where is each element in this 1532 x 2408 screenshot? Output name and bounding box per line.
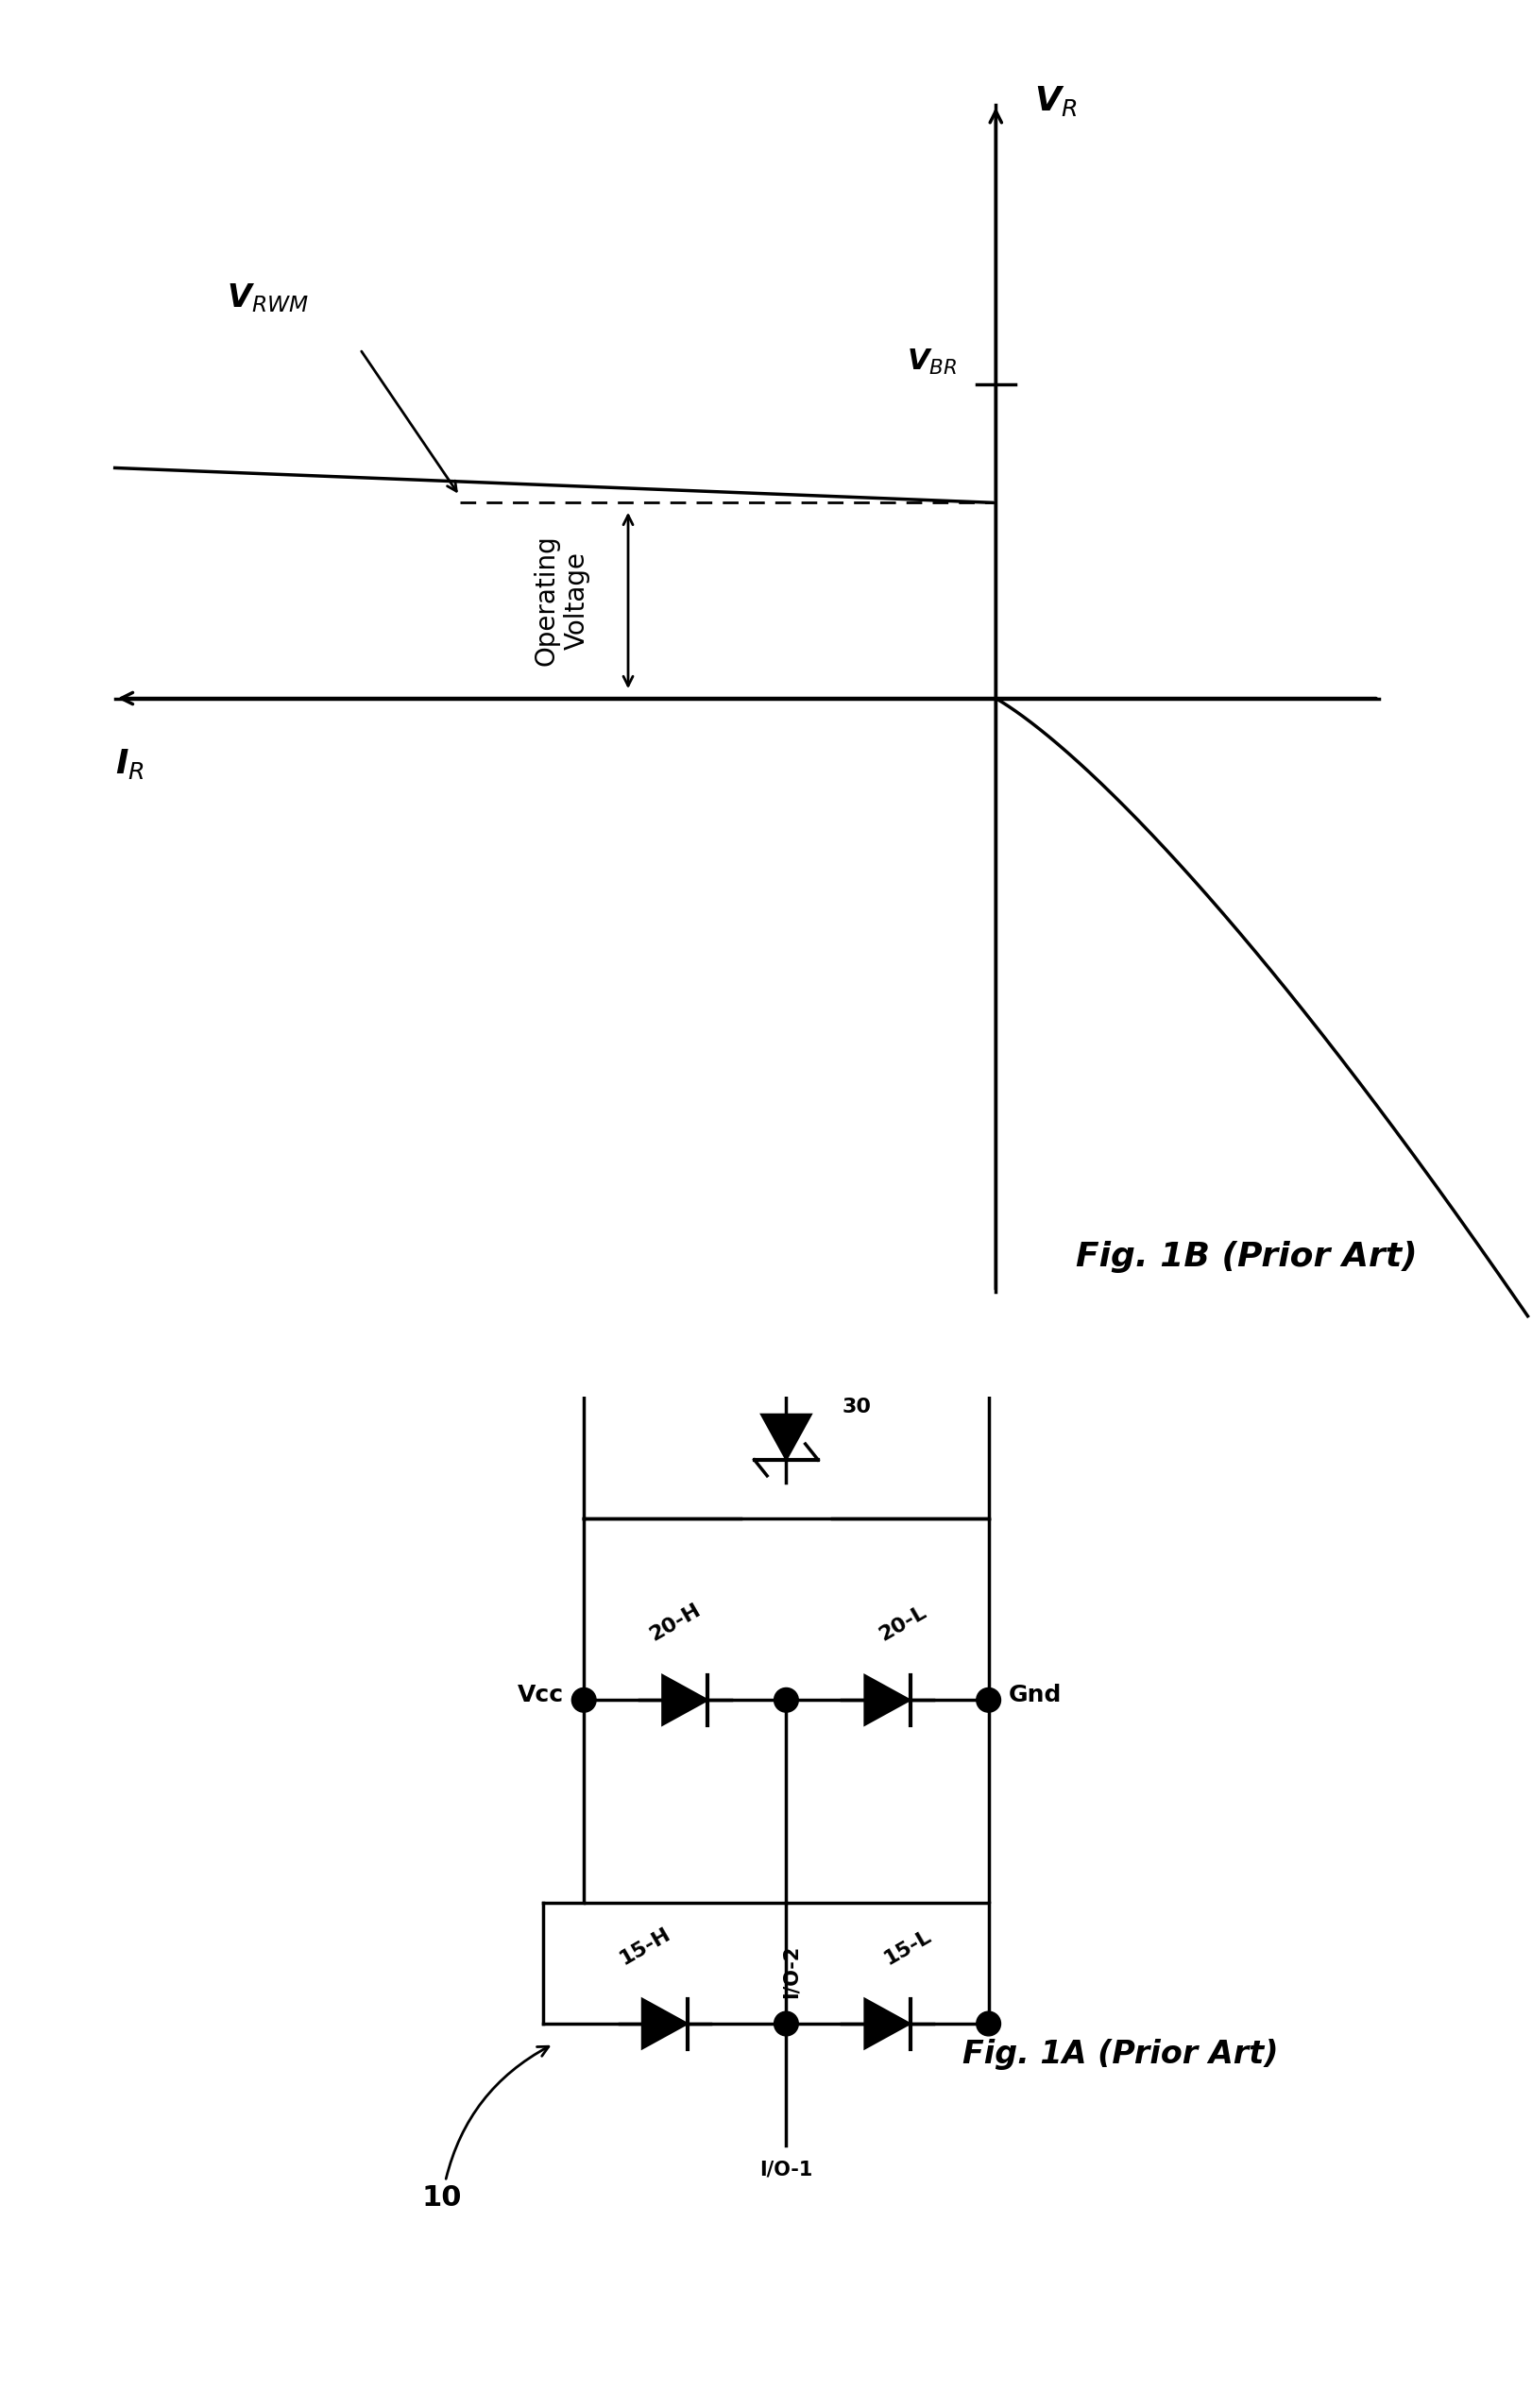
- Text: 20-H: 20-H: [647, 1601, 703, 1645]
- Polygon shape: [761, 1413, 812, 1459]
- Text: V$_R$: V$_R$: [1034, 84, 1077, 118]
- Polygon shape: [864, 1999, 910, 2049]
- Text: Vcc: Vcc: [518, 1683, 564, 1707]
- Text: 20-L: 20-L: [876, 1601, 930, 1645]
- Polygon shape: [642, 1999, 688, 2049]
- Text: Fig. 1A (Prior Art): Fig. 1A (Prior Art): [962, 2040, 1278, 2068]
- Polygon shape: [662, 1676, 708, 1724]
- Text: I$_R$: I$_R$: [115, 746, 144, 780]
- Polygon shape: [864, 1676, 910, 1724]
- Circle shape: [976, 2011, 1000, 2035]
- Text: 15-H: 15-H: [616, 1924, 674, 1967]
- Text: Fig. 1B (Prior Art): Fig. 1B (Prior Art): [1075, 1240, 1417, 1274]
- Text: Operating
Voltage: Operating Voltage: [533, 535, 590, 667]
- Circle shape: [571, 1688, 596, 1712]
- Text: V$_{BR}$: V$_{BR}$: [907, 347, 958, 378]
- Text: 30: 30: [843, 1397, 872, 1416]
- Text: Gnd: Gnd: [1008, 1683, 1062, 1707]
- Text: I/O-1: I/O-1: [760, 2160, 813, 2179]
- Text: V$_{RWM}$: V$_{RWM}$: [227, 282, 309, 315]
- Text: 15-L: 15-L: [881, 1926, 935, 1967]
- Circle shape: [774, 2011, 798, 2035]
- Text: I/O-2: I/O-2: [781, 1946, 801, 1999]
- Text: 10: 10: [421, 2047, 548, 2211]
- Circle shape: [976, 1688, 1000, 1712]
- Circle shape: [774, 1688, 798, 1712]
